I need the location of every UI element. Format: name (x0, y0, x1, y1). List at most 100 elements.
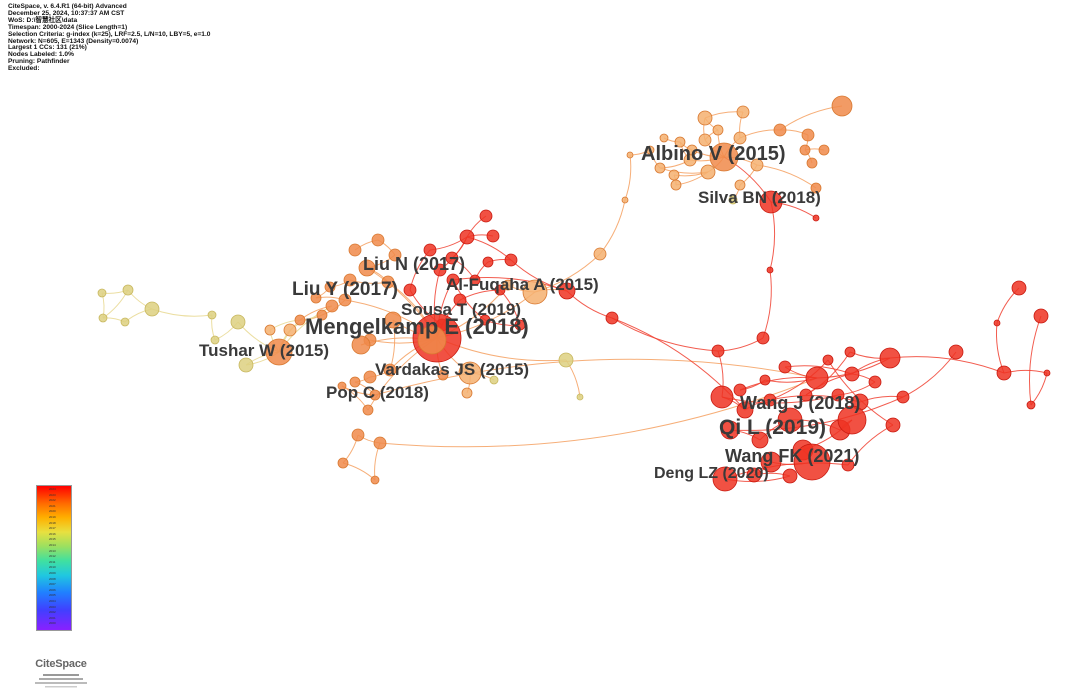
citation-node[interactable] (469, 274, 481, 286)
citation-node[interactable] (453, 293, 467, 307)
citation-node[interactable] (709, 142, 739, 172)
citation-node[interactable] (750, 158, 764, 172)
citation-node[interactable] (363, 370, 377, 384)
citation-node[interactable] (349, 376, 361, 388)
citation-node[interactable] (144, 301, 160, 317)
citation-node[interactable] (766, 266, 774, 274)
citation-node[interactable] (461, 387, 473, 399)
citation-node[interactable] (710, 385, 734, 409)
citation-node[interactable] (777, 407, 803, 433)
citation-node[interactable] (697, 110, 713, 126)
citation-node[interactable] (348, 243, 362, 257)
citation-node[interactable] (120, 317, 130, 327)
citation-node[interactable] (896, 390, 910, 404)
citation-node[interactable] (805, 366, 829, 390)
citation-node[interactable] (841, 458, 855, 472)
citation-node[interactable] (264, 324, 276, 336)
citation-node[interactable] (818, 144, 830, 156)
citation-node[interactable] (837, 405, 867, 435)
citation-node[interactable] (728, 195, 738, 205)
citation-node[interactable] (522, 279, 548, 305)
citation-node[interactable] (486, 229, 500, 243)
citation-node[interactable] (759, 374, 771, 386)
citation-node[interactable] (736, 401, 754, 419)
citation-node[interactable] (362, 404, 374, 416)
citation-node[interactable] (948, 344, 964, 360)
citation-node[interactable] (822, 354, 834, 366)
citation-node[interactable] (294, 314, 306, 326)
citation-node[interactable] (659, 133, 669, 143)
citation-node[interactable] (831, 95, 853, 117)
citation-node[interactable] (844, 346, 856, 358)
citation-node[interactable] (388, 248, 402, 262)
citation-node[interactable] (1026, 400, 1036, 410)
citation-node[interactable] (371, 233, 385, 247)
citation-node[interactable] (494, 284, 506, 296)
citation-node[interactable] (502, 279, 514, 291)
citation-node[interactable] (238, 357, 254, 373)
citation-node[interactable] (445, 251, 459, 265)
citation-node[interactable] (384, 311, 402, 329)
citation-node[interactable] (801, 128, 815, 142)
citation-node[interactable] (720, 420, 740, 440)
citation-node[interactable] (230, 314, 246, 330)
citation-node[interactable] (712, 466, 738, 492)
citation-node[interactable] (674, 136, 686, 148)
citation-node[interactable] (373, 436, 387, 450)
citation-node[interactable] (698, 133, 712, 147)
citation-node[interactable] (806, 157, 818, 169)
citation-node[interactable] (734, 179, 746, 191)
citation-node[interactable] (383, 363, 397, 377)
citation-node[interactable] (1043, 369, 1051, 377)
citation-node[interactable] (370, 475, 380, 485)
citation-node[interactable] (351, 335, 371, 355)
citation-node[interactable] (670, 179, 682, 191)
citation-node[interactable] (482, 256, 494, 268)
citation-node[interactable] (711, 344, 725, 358)
citation-node[interactable] (844, 366, 860, 382)
citation-node[interactable] (760, 451, 782, 473)
citation-node[interactable] (283, 323, 297, 337)
citation-node[interactable] (479, 209, 493, 223)
citation-node[interactable] (799, 144, 811, 156)
citation-node[interactable] (879, 347, 901, 369)
citation-node[interactable] (645, 145, 655, 155)
citation-node[interactable] (316, 309, 328, 321)
citation-node[interactable] (97, 288, 107, 298)
citation-node[interactable] (122, 284, 134, 296)
citation-node[interactable] (993, 319, 1001, 327)
citation-node[interactable] (381, 275, 395, 289)
citation-node[interactable] (558, 282, 576, 300)
citation-node[interactable] (621, 196, 629, 204)
citation-node[interactable] (668, 169, 680, 181)
citation-node[interactable] (576, 393, 584, 401)
citation-node[interactable] (417, 325, 447, 355)
citation-node[interactable] (514, 319, 526, 331)
citation-node[interactable] (479, 314, 491, 326)
citation-node[interactable] (504, 253, 518, 267)
citation-node[interactable] (458, 361, 482, 385)
citation-node[interactable] (423, 243, 437, 257)
citation-node[interactable] (210, 335, 220, 345)
citation-node[interactable] (885, 417, 901, 433)
citation-node[interactable] (812, 214, 820, 222)
citation-node[interactable] (351, 428, 365, 442)
citation-node[interactable] (799, 388, 813, 402)
citation-node[interactable] (358, 259, 376, 277)
citation-node[interactable] (369, 389, 381, 401)
citation-node[interactable] (593, 247, 607, 261)
citation-node[interactable] (712, 124, 724, 136)
citation-node[interactable] (325, 299, 339, 313)
citation-node[interactable] (446, 273, 460, 287)
citation-node[interactable] (778, 360, 792, 374)
citation-node[interactable] (324, 281, 336, 293)
citation-node[interactable] (459, 229, 475, 245)
citation-node[interactable] (337, 381, 347, 391)
citation-node[interactable] (810, 182, 822, 194)
citation-node[interactable] (605, 311, 619, 325)
citation-node[interactable] (773, 123, 787, 137)
citation-node[interactable] (1033, 308, 1049, 324)
citation-node[interactable] (759, 190, 783, 214)
citation-node[interactable] (98, 313, 108, 323)
